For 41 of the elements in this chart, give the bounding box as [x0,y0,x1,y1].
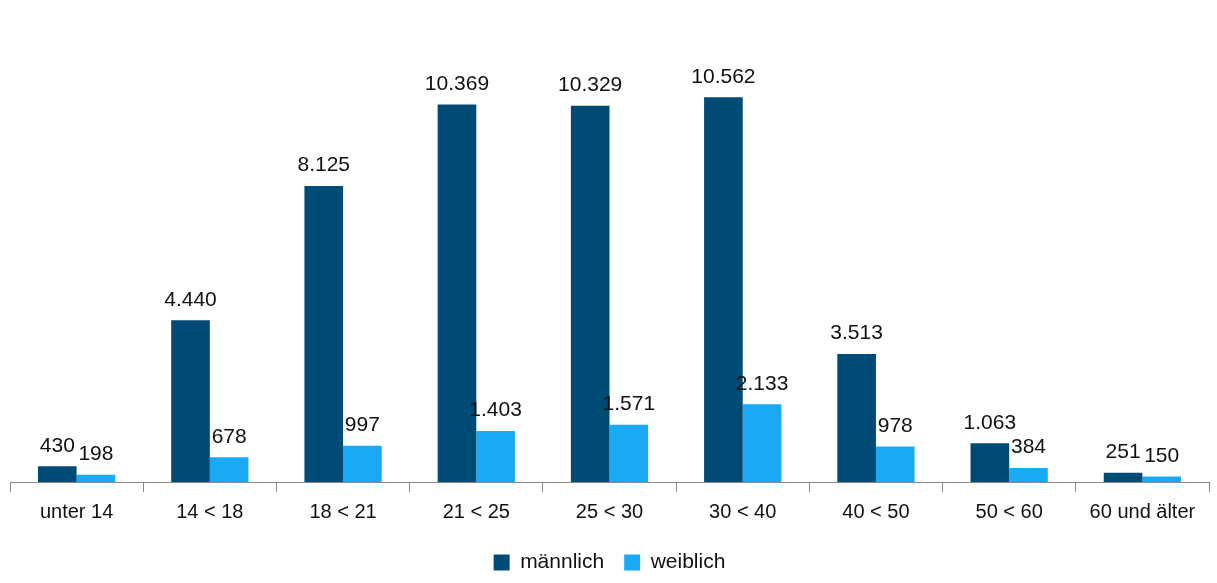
bar [476,430,515,482]
bar [76,474,116,482]
bar [970,443,1010,482]
bar [742,404,782,482]
legend-label: männlich [520,549,605,573]
data-label: 10.562 [691,63,756,87]
data-label: 10.369 [424,70,490,94]
x-tick-label: 18 < 21 [309,499,377,522]
x-tick-label: 30 < 40 [709,499,777,522]
bar [343,445,382,482]
x-tick-label: 21 < 25 [442,499,510,522]
data-label: 678 [211,423,247,447]
data-label: 8.125 [297,152,351,176]
data-label: 251 [1105,439,1141,463]
x-tick-label: 25 < 30 [575,499,644,522]
bar [1142,476,1182,482]
bar [837,354,876,482]
x-tick-label: 14 < 18 [176,499,244,522]
bar [304,186,344,482]
data-label: 430 [39,432,75,456]
data-label: 978 [877,412,913,436]
data-label: 150 [1144,442,1180,466]
data-label: 198 [78,441,114,465]
x-tick-label: unter 14 [39,499,114,522]
x-tick-label: 50 < 60 [975,499,1043,522]
x-tick-label: 60 und älter [1089,499,1196,522]
bar [37,466,77,482]
data-label: 1.063 [963,409,1017,433]
x-tick-label: 40 < 50 [842,499,910,522]
bar [209,457,249,482]
bar [1103,472,1143,482]
bar [875,446,915,482]
bar [609,424,649,482]
bar [171,320,210,482]
data-label: 384 [1010,434,1047,458]
data-label: 10.329 [558,72,623,96]
data-label: 3.513 [830,320,883,344]
data-label: 997 [344,411,380,435]
data-label: 4.440 [164,286,217,310]
bar [1009,468,1048,482]
legend-label: weiblich [649,549,726,573]
